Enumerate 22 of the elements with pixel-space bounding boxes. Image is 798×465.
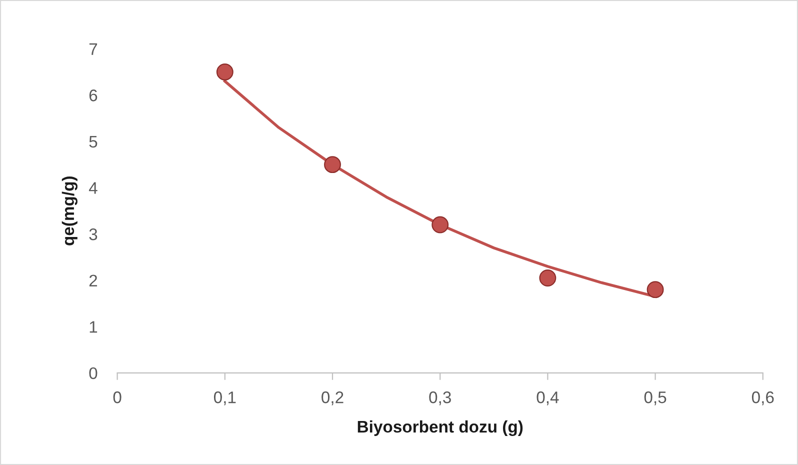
x-tick-label: 0,6 xyxy=(752,391,774,406)
y-tick-label: 5 xyxy=(89,136,98,148)
x-tick-label: 0,4 xyxy=(536,391,559,406)
point xyxy=(539,270,556,286)
y-tick-label: 4 xyxy=(88,182,98,194)
x-tick-label: 0,1 xyxy=(214,391,236,406)
point xyxy=(216,64,234,80)
y-axis-title: qe(mg/g) xyxy=(62,176,78,246)
y-tick-label: 0 xyxy=(89,367,98,380)
y-tick-label: 7 xyxy=(89,43,98,55)
y-tick-label: 3 xyxy=(89,228,98,240)
x-tick-label: 0 xyxy=(113,391,122,404)
y-tick-label: 6 xyxy=(89,90,98,102)
y-tick-label: 2 xyxy=(89,274,98,286)
x-tick-label: 0,2 xyxy=(322,391,344,406)
x-tick-label: 0,3 xyxy=(429,391,451,406)
point xyxy=(432,216,449,234)
point xyxy=(646,281,664,298)
y-tick-label: 1 xyxy=(90,321,98,333)
x-axis-title: Biyosorbent dozu (g) xyxy=(358,420,523,436)
point xyxy=(324,156,341,174)
x-tick-label: 0,5 xyxy=(644,391,666,406)
